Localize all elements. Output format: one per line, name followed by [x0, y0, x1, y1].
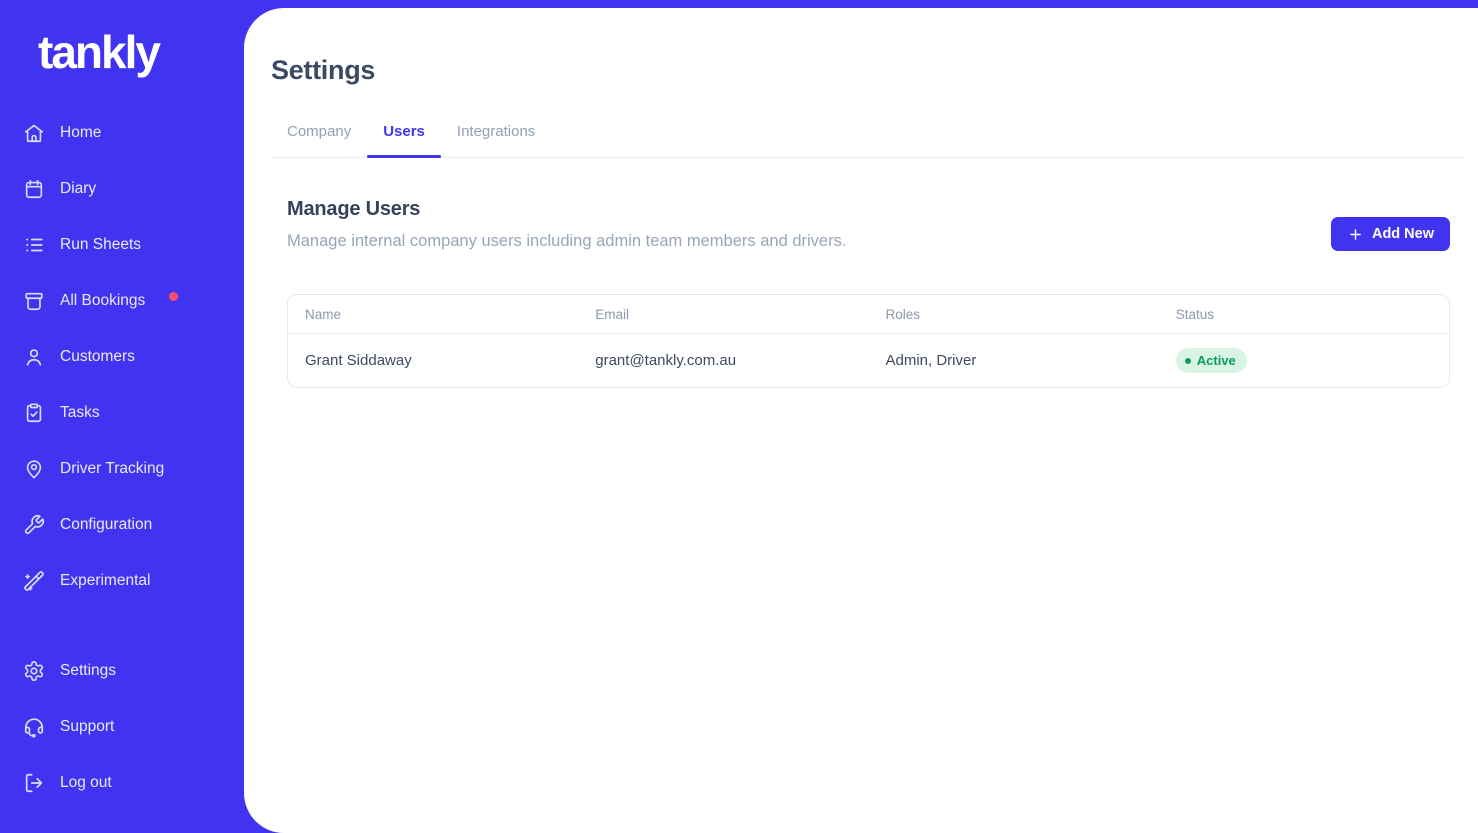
- sidebar-item-label: Run Sheets: [60, 236, 141, 253]
- tab-integrations[interactable]: Integrations: [456, 123, 536, 140]
- sidebar-item-driver-tracking[interactable]: Driver Tracking: [0, 441, 244, 497]
- logout-icon: [23, 772, 45, 794]
- section-header: Manage Users Manage internal company use…: [287, 198, 1450, 251]
- add-new-button[interactable]: Add New: [1330, 217, 1450, 251]
- cell-email: grant@tankly.com.au: [595, 352, 737, 369]
- section-title: Manage Users: [287, 198, 421, 220]
- sidebar-item-logout[interactable]: Log out: [0, 755, 244, 811]
- sidebar-item-label: Home: [60, 124, 102, 141]
- sidebar-item-settings[interactable]: Settings: [0, 643, 244, 699]
- section-header-text: Manage Users Manage internal company use…: [287, 198, 846, 251]
- add-new-button-label: Add New: [1371, 226, 1434, 242]
- sidebar-item-diary[interactable]: Diary: [0, 161, 244, 217]
- archive-box-icon: [23, 290, 45, 312]
- map-pin-icon: [23, 458, 45, 480]
- sidebar-item-label: All Bookings: [60, 292, 146, 309]
- sidebar-item-home[interactable]: Home: [0, 105, 244, 161]
- sidebar-item-all-bookings[interactable]: All Bookings: [0, 273, 244, 329]
- cell-status: Active: [1159, 334, 1449, 387]
- column-header-email: Email: [595, 307, 630, 322]
- home-icon: [23, 122, 45, 144]
- sidebar-item-label: Experimental: [60, 572, 151, 589]
- brand-logo[interactable]: tankly: [38, 26, 161, 78]
- sidebar-item-label: Log out: [60, 774, 112, 791]
- column-header-status: Status: [1175, 307, 1215, 322]
- sidebar-item-tasks[interactable]: Tasks: [0, 385, 244, 441]
- sidebar-footer-nav: Settings Support Log out: [0, 643, 244, 811]
- notification-dot: [169, 291, 179, 301]
- page-title: Settings: [271, 55, 376, 85]
- tab-company[interactable]: Company: [287, 123, 352, 140]
- tab-users[interactable]: Users: [367, 123, 441, 158]
- section-description: Manage internal company users including …: [287, 232, 847, 250]
- plus-icon: [1347, 226, 1364, 243]
- user-icon: [23, 346, 45, 368]
- column-header-roles: Roles: [885, 307, 921, 322]
- column-header-name: Name: [305, 307, 342, 322]
- list-icon: [23, 234, 45, 256]
- table-header-row: Name Email Roles Status: [288, 295, 1449, 334]
- sidebar-item-label: Support: [60, 718, 115, 735]
- cell-roles: Admin, Driver: [885, 352, 977, 369]
- sidebar-item-experimental[interactable]: Experimental: [0, 553, 244, 609]
- wand-sparkles-icon: [23, 570, 45, 592]
- sidebar-item-support[interactable]: Support: [0, 699, 244, 755]
- status-badge: Active: [1175, 348, 1247, 373]
- tab-bar: Company Users Integrations: [271, 123, 1464, 158]
- wrench-icon: [23, 514, 45, 536]
- sidebar-item-configuration[interactable]: Configuration: [0, 497, 244, 553]
- clipboard-check-icon: [23, 402, 45, 424]
- users-table: Name Email Roles Status Grant Siddaway g…: [287, 294, 1450, 388]
- sidebar: tankly Home Diary Run Sheets: [0, 0, 244, 833]
- sidebar-item-run-sheets[interactable]: Run Sheets: [0, 217, 244, 273]
- sidebar-item-label: Tasks: [60, 404, 100, 421]
- cell-name: Grant Siddaway: [305, 352, 412, 369]
- sidebar-nav: Home Diary Run Sheets All Bookings: [0, 105, 244, 609]
- manage-users-section: Manage Users Manage internal company use…: [271, 198, 1464, 388]
- sidebar-item-label: Driver Tracking: [60, 460, 165, 477]
- status-badge-label: Active: [1196, 353, 1236, 368]
- sidebar-item-label: Customers: [60, 348, 135, 365]
- headset-icon: [23, 716, 45, 738]
- gear-icon: [23, 660, 45, 682]
- status-dot-icon: [1184, 357, 1191, 364]
- sidebar-item-label: Settings: [60, 662, 117, 679]
- sidebar-item-customers[interactable]: Customers: [0, 329, 244, 385]
- main-content: Settings Company Users Integrations Mana…: [244, 8, 1478, 833]
- calendar-icon: [23, 178, 45, 200]
- table-row[interactable]: Grant Siddaway grant@tankly.com.au Admin…: [288, 334, 1449, 387]
- sidebar-item-label: Diary: [60, 180, 97, 197]
- sidebar-item-label: Configuration: [60, 516, 153, 533]
